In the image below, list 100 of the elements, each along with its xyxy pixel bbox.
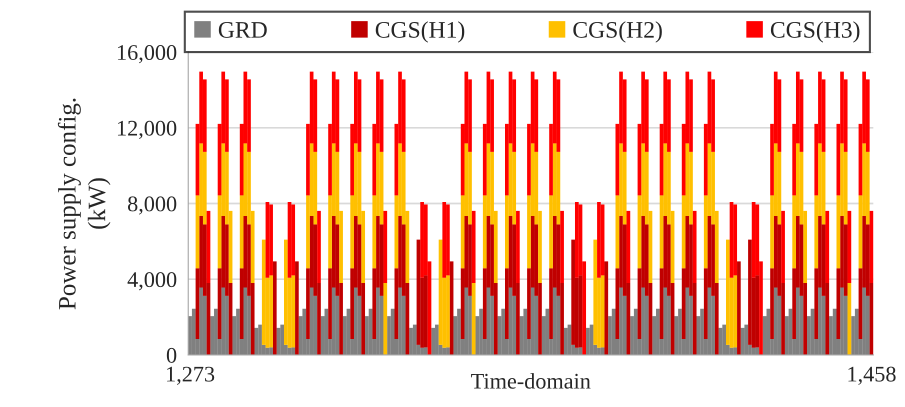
bar [755, 275, 760, 348]
bar [564, 328, 568, 355]
bar [848, 210, 852, 283]
bar [788, 308, 792, 355]
bar [390, 308, 394, 355]
bar [862, 288, 866, 355]
bar [450, 261, 454, 355]
bar [832, 308, 836, 355]
bar [280, 324, 284, 355]
bar [730, 202, 734, 278]
bar [597, 348, 601, 355]
bar [236, 308, 240, 355]
y-tick-label: 12,000 [118, 120, 176, 139]
x-axis-title: Time-domain [471, 373, 591, 389]
bar [332, 288, 336, 355]
bar [718, 328, 722, 355]
bar [420, 202, 424, 278]
bar [192, 308, 196, 355]
bar [291, 275, 296, 348]
bar [530, 288, 534, 355]
legend-label: CGS(H3) [770, 21, 860, 43]
bar [272, 261, 277, 355]
bar [221, 288, 226, 355]
x-tick-label: 1,458 [848, 366, 896, 385]
bar [810, 308, 814, 355]
bar [626, 210, 630, 283]
bar [262, 240, 266, 345]
bar [412, 324, 417, 355]
bar [578, 347, 582, 355]
bar [600, 204, 604, 276]
bar [446, 275, 450, 348]
legend-label: GRD [218, 22, 267, 38]
bar [571, 240, 575, 345]
bar [752, 202, 756, 278]
bar [288, 202, 292, 278]
bar [597, 202, 601, 278]
bar [457, 308, 461, 355]
bar [740, 328, 744, 355]
bar [641, 288, 645, 355]
bar [472, 210, 476, 283]
bar [634, 308, 638, 355]
bar [578, 275, 582, 348]
bar [383, 282, 388, 355]
bar [600, 275, 604, 348]
bar [733, 275, 738, 348]
bar [523, 308, 528, 355]
bar [317, 210, 321, 283]
bar [619, 288, 623, 355]
legend-label: CGS(H1) [376, 21, 464, 43]
x-tick-label: 1,273 [167, 366, 214, 385]
bar [479, 308, 483, 355]
bar [472, 282, 476, 355]
bar [552, 288, 557, 355]
bar [560, 210, 564, 283]
bar [324, 308, 328, 355]
bar [214, 308, 218, 355]
bar [446, 347, 450, 355]
bar [796, 288, 800, 355]
bar [840, 288, 844, 355]
bar [269, 204, 273, 276]
bar [774, 288, 778, 355]
bar [354, 288, 358, 355]
bar [486, 288, 490, 355]
bar [276, 328, 280, 355]
bar [692, 210, 697, 283]
bar [258, 324, 262, 355]
bar [284, 240, 288, 345]
bar [442, 202, 446, 278]
bar [424, 275, 428, 348]
bar [464, 288, 468, 355]
bar [593, 240, 598, 345]
bar [748, 240, 752, 345]
bar [744, 324, 748, 355]
bar [737, 261, 741, 355]
bar [376, 288, 380, 355]
bar [254, 328, 258, 355]
bar [854, 308, 859, 355]
bar [409, 328, 413, 355]
bar [818, 288, 822, 355]
y-tick-label: 0 [166, 348, 176, 363]
bar [708, 288, 712, 355]
bar [574, 348, 579, 355]
bar [435, 324, 439, 355]
bar [310, 288, 314, 355]
bar [766, 308, 770, 355]
bar [398, 288, 402, 355]
bar [870, 210, 874, 283]
bar [368, 308, 372, 355]
y-tick-label: 16,000 [118, 45, 176, 64]
bar [416, 240, 420, 345]
bar [604, 261, 608, 355]
bar [383, 210, 388, 283]
bar [431, 328, 436, 355]
bar [700, 308, 704, 355]
bar [781, 210, 785, 283]
bar [722, 324, 726, 355]
bar [442, 348, 446, 355]
bar [291, 204, 296, 276]
bar [508, 288, 512, 355]
bar [590, 324, 594, 355]
